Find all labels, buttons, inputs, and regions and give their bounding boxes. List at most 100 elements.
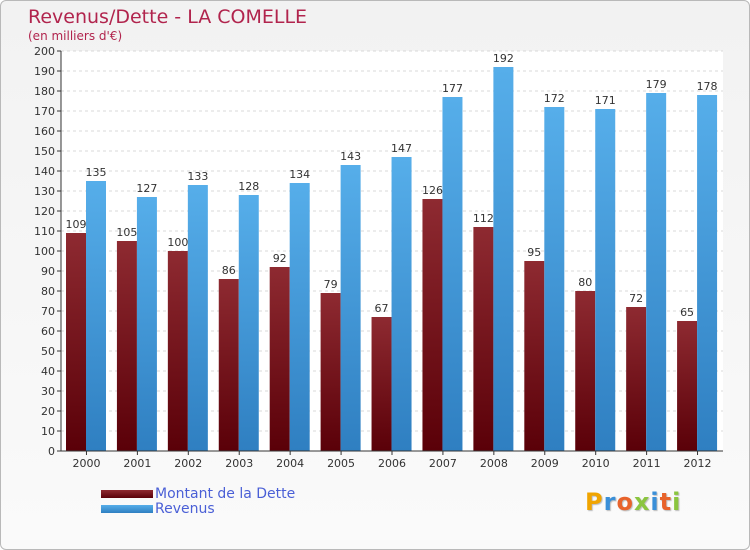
logo-letter: x <box>633 488 651 516</box>
x-tick-label: 2011 <box>633 457 661 470</box>
data-label-revenue: 171 <box>595 94 616 107</box>
data-label-revenue: 128 <box>238 180 259 193</box>
bar-debt <box>626 307 647 451</box>
data-label-revenue: 172 <box>544 92 565 105</box>
data-label-debt: 105 <box>116 226 137 239</box>
bar-debt <box>422 199 443 451</box>
bar-revenue <box>442 97 463 451</box>
data-label-debt: 67 <box>375 302 389 315</box>
data-label-debt: 86 <box>222 264 236 277</box>
data-label-revenue: 178 <box>697 80 718 93</box>
bar-revenue <box>136 197 157 451</box>
logo-letter: i <box>650 488 660 516</box>
logo-letter: P <box>585 488 604 516</box>
legend-swatch-debt <box>101 490 153 498</box>
logo-letter: t <box>659 488 673 516</box>
data-label-debt: 126 <box>422 184 443 197</box>
y-tick-label: 190 <box>34 65 55 78</box>
bar-debt <box>167 251 188 451</box>
x-tick-label: 2007 <box>429 457 457 470</box>
legend-swatch-revenue <box>101 505 153 513</box>
bar-debt <box>677 321 698 451</box>
y-tick-label: 20 <box>41 405 55 418</box>
x-tick-label: 2002 <box>174 457 202 470</box>
y-tick-label: 50 <box>41 345 55 358</box>
data-label-debt: 95 <box>527 246 541 259</box>
bar-revenue <box>289 183 310 451</box>
data-label-revenue: 147 <box>391 142 412 155</box>
bar-revenue <box>493 67 514 451</box>
y-tick-label: 90 <box>41 265 55 278</box>
y-tick-label: 40 <box>41 365 55 378</box>
chart-title: Revenus/Dette - LA COMELLE <box>28 6 308 28</box>
bar-revenue <box>391 157 412 451</box>
y-tick-label: 140 <box>34 165 55 178</box>
data-label-revenue: 179 <box>646 78 667 91</box>
y-tick-label: 100 <box>34 245 55 258</box>
x-tick-label: 2005 <box>327 457 355 470</box>
x-tick-label: 2006 <box>378 457 406 470</box>
y-tick-label: 10 <box>41 425 55 438</box>
logo-letter: o <box>616 488 634 516</box>
y-tick-label: 180 <box>34 85 55 98</box>
bar-debt <box>269 267 290 451</box>
y-tick-label: 120 <box>34 205 55 218</box>
x-tick-label: 2004 <box>276 457 304 470</box>
y-tick-label: 150 <box>34 145 55 158</box>
bar-revenue <box>697 95 718 451</box>
chart-subtitle: (en milliers d'€) <box>28 29 123 43</box>
y-tick-label: 70 <box>41 305 55 318</box>
bar-debt <box>218 279 239 451</box>
y-tick-label: 200 <box>34 45 55 58</box>
data-label-revenue: 192 <box>493 52 514 65</box>
bar-revenue <box>187 185 208 451</box>
x-tick-label: 2010 <box>582 457 610 470</box>
data-label-revenue: 133 <box>187 170 208 183</box>
bar-revenue <box>544 107 565 451</box>
legend-label-revenue: Revenus <box>155 501 215 517</box>
x-tick-label: 2000 <box>72 457 100 470</box>
y-tick-label: 160 <box>34 125 55 138</box>
data-label-debt: 79 <box>324 278 338 291</box>
y-tick-label: 30 <box>41 385 55 398</box>
data-label-revenue: 143 <box>340 150 361 163</box>
data-label-revenue: 134 <box>289 168 310 181</box>
bar-debt <box>575 291 596 451</box>
data-label-debt: 100 <box>167 236 188 249</box>
bar-revenue <box>238 195 259 451</box>
logo-letter: r <box>603 488 617 516</box>
bar-debt <box>524 261 545 451</box>
y-tick-label: 0 <box>48 445 55 458</box>
data-label-revenue: 127 <box>136 182 157 195</box>
y-tick-label: 80 <box>41 285 55 298</box>
data-label-debt: 65 <box>680 306 694 319</box>
x-tick-label: 2012 <box>684 457 712 470</box>
proxiti-logo: Proxiti <box>585 488 681 516</box>
bar-revenue <box>340 165 361 451</box>
data-label-debt: 72 <box>629 292 643 305</box>
bar-revenue <box>86 181 106 451</box>
data-label-debt: 112 <box>473 212 494 225</box>
bar-revenue <box>595 109 616 451</box>
bar-debt <box>320 293 341 451</box>
data-label-debt: 92 <box>273 252 287 265</box>
x-tick-label: 2009 <box>531 457 559 470</box>
data-label-revenue: 135 <box>86 166 107 179</box>
x-tick-label: 2008 <box>480 457 508 470</box>
bar-debt <box>473 227 494 451</box>
y-tick-label: 110 <box>34 225 55 238</box>
y-tick-label: 130 <box>34 185 55 198</box>
y-tick-label: 170 <box>34 105 55 118</box>
x-tick-label: 2001 <box>123 457 151 470</box>
logo-letter: i <box>672 488 682 516</box>
bar-debt <box>66 233 86 451</box>
x-tick-label: 2003 <box>225 457 253 470</box>
y-tick-label: 60 <box>41 325 55 338</box>
bar-revenue <box>646 93 667 451</box>
data-label-debt: 80 <box>578 276 592 289</box>
legend-label-debt: Montant de la Dette <box>155 486 296 502</box>
bar-debt <box>371 317 392 451</box>
bar-debt <box>116 241 137 451</box>
